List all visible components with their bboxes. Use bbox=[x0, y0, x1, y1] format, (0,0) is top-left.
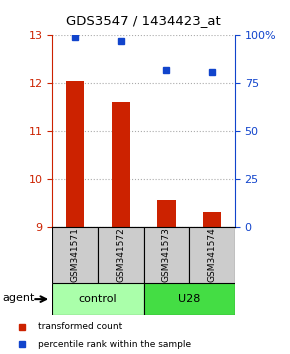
Bar bbox=[66, 81, 84, 227]
Text: GDS3547 / 1434423_at: GDS3547 / 1434423_at bbox=[66, 13, 221, 27]
FancyBboxPatch shape bbox=[144, 283, 235, 315]
FancyBboxPatch shape bbox=[52, 283, 144, 315]
Text: transformed count: transformed count bbox=[38, 322, 122, 331]
FancyBboxPatch shape bbox=[52, 227, 98, 283]
Text: GSM341571: GSM341571 bbox=[70, 227, 79, 282]
Text: GSM341573: GSM341573 bbox=[162, 227, 171, 282]
Text: GSM341572: GSM341572 bbox=[116, 228, 125, 282]
Text: U28: U28 bbox=[178, 294, 200, 304]
Text: percentile rank within the sample: percentile rank within the sample bbox=[38, 339, 191, 349]
Text: GSM341574: GSM341574 bbox=[208, 228, 217, 282]
Bar bbox=[112, 102, 130, 227]
Bar bbox=[203, 212, 221, 227]
FancyBboxPatch shape bbox=[98, 227, 144, 283]
Bar bbox=[157, 200, 175, 227]
Text: control: control bbox=[79, 294, 117, 304]
FancyBboxPatch shape bbox=[189, 227, 235, 283]
FancyBboxPatch shape bbox=[144, 227, 189, 283]
Text: agent: agent bbox=[3, 292, 35, 303]
